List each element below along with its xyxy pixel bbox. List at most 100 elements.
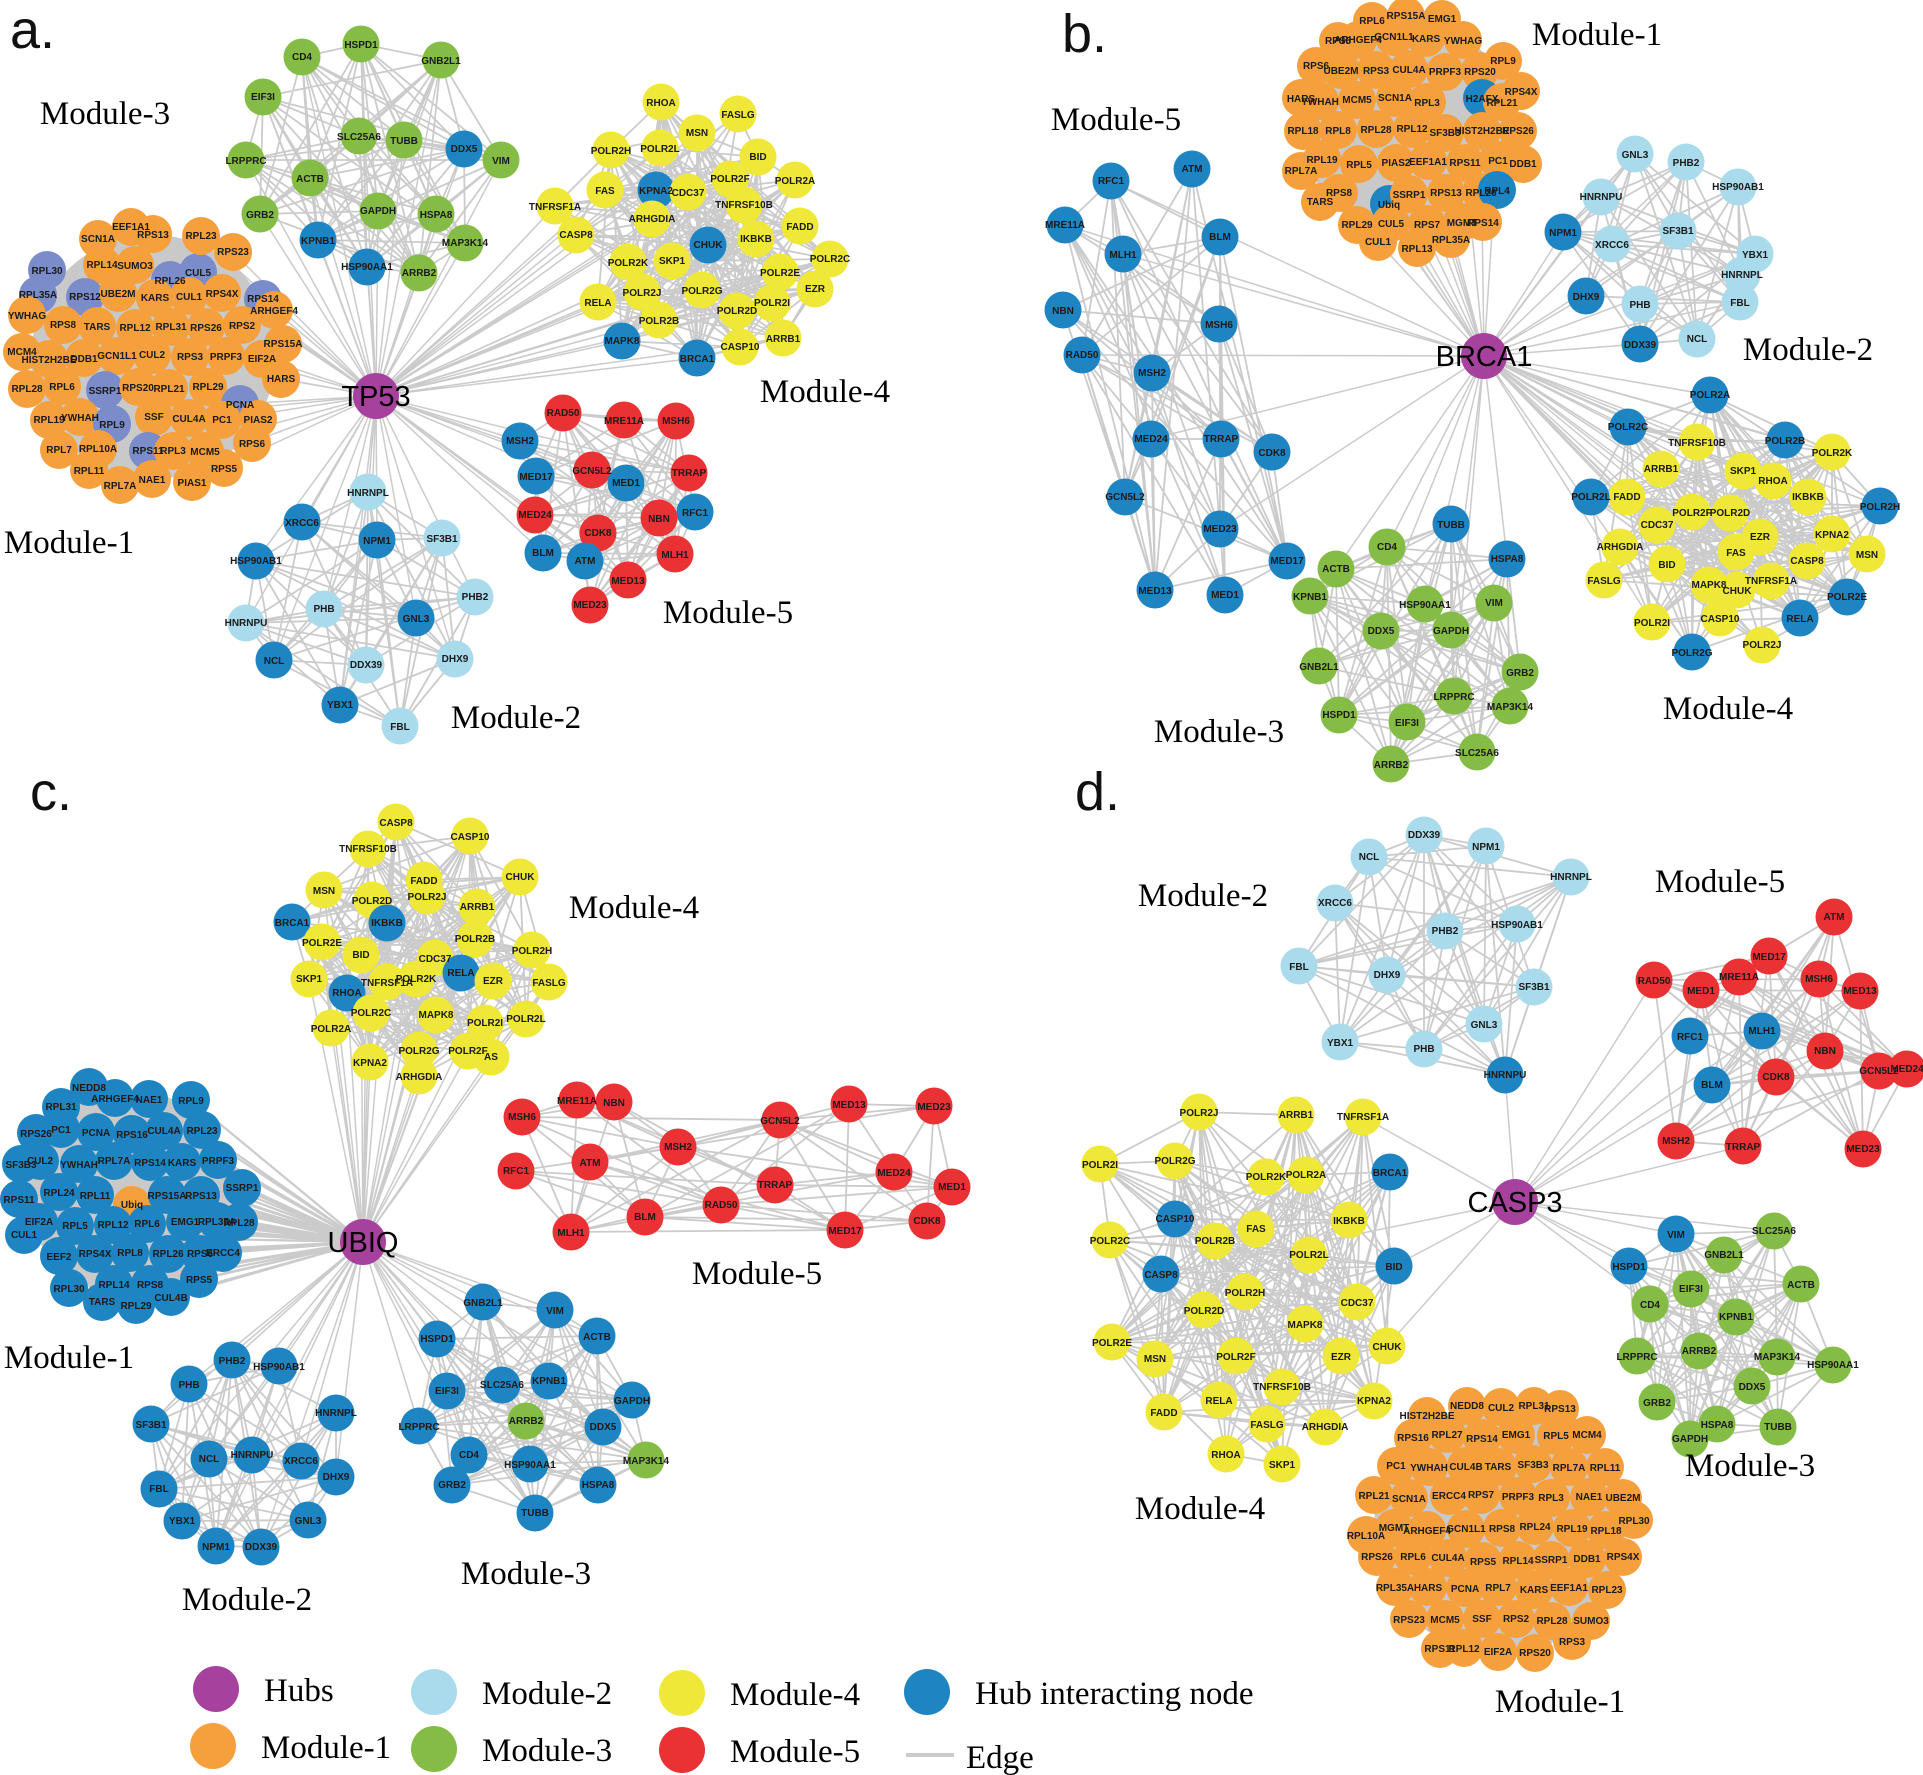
svg-text:PRPF3: PRPF3 — [210, 352, 243, 363]
svg-text:RPS8: RPS8 — [137, 1280, 164, 1291]
svg-text:RPS8: RPS8 — [1326, 188, 1353, 199]
svg-text:EIF2A: EIF2A — [1484, 1647, 1512, 1658]
svg-text:MLH1: MLH1 — [1748, 1026, 1776, 1037]
svg-text:DDX39: DDX39 — [350, 660, 383, 671]
svg-text:RPS4X: RPS4X — [206, 289, 239, 300]
svg-text:RPL24: RPL24 — [1519, 1522, 1551, 1533]
svg-text:DDX39: DDX39 — [245, 1542, 278, 1553]
svg-text:HSPD1: HSPD1 — [1322, 710, 1356, 721]
svg-text:GCN5L2: GCN5L2 — [572, 466, 612, 477]
svg-text:MGMT: MGMT — [1447, 218, 1478, 229]
svg-text:ERCC4: ERCC4 — [206, 1248, 240, 1259]
svg-text:HNRNPL: HNRNPL — [315, 1408, 357, 1419]
svg-text:CUL4A: CUL4A — [1392, 65, 1425, 76]
svg-text:CHUK: CHUK — [506, 872, 536, 883]
svg-text:DDX5: DDX5 — [1368, 626, 1395, 637]
svg-text:Module-4: Module-4 — [1663, 691, 1793, 727]
svg-text:CASP10: CASP10 — [1156, 1214, 1195, 1225]
svg-text:HSP90AA1: HSP90AA1 — [504, 1460, 556, 1471]
svg-text:RPS14: RPS14 — [1466, 1434, 1498, 1445]
svg-text:PHB2: PHB2 — [462, 592, 489, 603]
svg-text:TUBB: TUBB — [390, 136, 418, 147]
svg-text:ARRB2: ARRB2 — [1682, 1346, 1717, 1357]
svg-text:RPL7A: RPL7A — [98, 1156, 131, 1167]
svg-text:BLM: BLM — [1701, 1080, 1723, 1091]
svg-text:MED17: MED17 — [519, 472, 553, 483]
svg-text:HSP90AB1: HSP90AB1 — [230, 556, 282, 567]
svg-text:HSPA8: HSPA8 — [582, 1480, 615, 1491]
svg-text:RPL29: RPL29 — [1341, 220, 1373, 231]
svg-text:EIF3I: EIF3I — [1679, 1284, 1703, 1295]
svg-text:NEDD8: NEDD8 — [1450, 1401, 1484, 1412]
svg-text:RPS11: RPS11 — [1449, 158, 1481, 169]
svg-text:NBN: NBN — [1052, 306, 1074, 317]
svg-text:KPNB1: KPNB1 — [532, 1376, 566, 1387]
svg-text:EEF1A1: EEF1A1 — [112, 222, 150, 233]
svg-text:FBL: FBL — [390, 722, 409, 733]
svg-text:Module-1: Module-1 — [4, 1340, 134, 1376]
svg-text:MSH6: MSH6 — [662, 416, 690, 427]
svg-text:GNL3: GNL3 — [403, 614, 430, 625]
svg-text:GRB2: GRB2 — [1643, 1398, 1671, 1409]
svg-text:Module-4: Module-4 — [760, 374, 890, 410]
svg-text:DHX9: DHX9 — [442, 654, 469, 665]
svg-text:ARRB2: ARRB2 — [1374, 760, 1409, 771]
svg-text:PHB: PHB — [1629, 300, 1650, 311]
svg-text:NAE1: NAE1 — [136, 1095, 163, 1106]
svg-text:RPL9: RPL9 — [178, 1096, 204, 1107]
svg-text:ARHGEF4: ARHGEF4 — [1334, 35, 1382, 46]
svg-text:RPL3: RPL3 — [160, 446, 186, 457]
svg-text:Module-4: Module-4 — [569, 890, 699, 926]
svg-text:KARS: KARS — [1412, 34, 1441, 45]
svg-text:CDK8: CDK8 — [1762, 1072, 1790, 1083]
svg-text:HIST2H2BE: HIST2H2BE — [1454, 126, 1509, 137]
svg-text:FBL: FBL — [1730, 298, 1749, 309]
svg-text:BLM: BLM — [634, 1212, 656, 1223]
svg-text:EZR: EZR — [483, 976, 504, 987]
svg-text:RPS20: RPS20 — [122, 383, 154, 394]
svg-text:RPS14: RPS14 — [1467, 218, 1499, 229]
svg-text:Module-3: Module-3 — [1154, 714, 1284, 750]
svg-text:CDC37: CDC37 — [1341, 1298, 1374, 1309]
svg-text:POLR2G: POLR2G — [1671, 648, 1712, 659]
svg-text:MCM5: MCM5 — [190, 447, 220, 458]
svg-text:CUL1: CUL1 — [1365, 237, 1392, 248]
svg-text:YWHAH: YWHAH — [61, 413, 99, 424]
svg-text:CASP8: CASP8 — [1790, 556, 1824, 567]
svg-text:DDB1: DDB1 — [70, 354, 98, 365]
svg-text:GNL3: GNL3 — [1622, 150, 1649, 161]
svg-text:MSH6: MSH6 — [508, 1112, 536, 1123]
svg-text:POLR2J: POLR2J — [408, 892, 447, 903]
svg-text:RPS26: RPS26 — [20, 1129, 52, 1140]
svg-text:ARHGEF4: ARHGEF4 — [91, 1094, 139, 1105]
svg-text:VIM: VIM — [546, 1306, 564, 1317]
svg-text:POLR2F: POLR2F — [1672, 508, 1711, 519]
svg-text:CUL4B: CUL4B — [154, 1293, 187, 1304]
svg-text:UBE2M: UBE2M — [1323, 66, 1358, 77]
svg-text:SF3B1: SF3B1 — [426, 534, 458, 545]
svg-text:RFC1: RFC1 — [1677, 1032, 1704, 1043]
svg-text:RPS2: RPS2 — [1503, 1614, 1530, 1625]
svg-text:POLR2J: POLR2J — [623, 288, 662, 299]
svg-text:RPL3: RPL3 — [1538, 1493, 1564, 1504]
svg-text:CASP8: CASP8 — [1144, 1270, 1178, 1281]
svg-text:RPL11: RPL11 — [74, 466, 105, 477]
svg-text:RPL31: RPL31 — [155, 322, 187, 333]
svg-text:LRPPRC: LRPPRC — [398, 1422, 439, 1433]
svg-text:RPS13: RPS13 — [185, 1191, 217, 1202]
svg-text:ARHGDIA: ARHGDIA — [629, 214, 676, 225]
svg-text:MED24: MED24 — [518, 510, 552, 521]
svg-text:KARS: KARS — [168, 1158, 197, 1169]
svg-text:TRRAP: TRRAP — [1726, 1142, 1761, 1153]
svg-text:Module-5: Module-5 — [663, 595, 793, 631]
svg-text:ARRB1: ARRB1 — [766, 334, 801, 345]
svg-text:IKBKB: IKBKB — [1333, 1216, 1365, 1227]
svg-text:SUMO3: SUMO3 — [117, 261, 153, 272]
svg-text:RPS8: RPS8 — [50, 320, 77, 331]
svg-text:NCL: NCL — [199, 1454, 220, 1465]
svg-text:MED1: MED1 — [1211, 590, 1239, 601]
svg-text:POLR2H: POLR2H — [1860, 502, 1901, 513]
svg-text:TUBB: TUBB — [521, 1508, 549, 1519]
svg-text:POLR2C: POLR2C — [1090, 1236, 1131, 1247]
svg-text:PIAS2: PIAS2 — [1382, 158, 1411, 169]
